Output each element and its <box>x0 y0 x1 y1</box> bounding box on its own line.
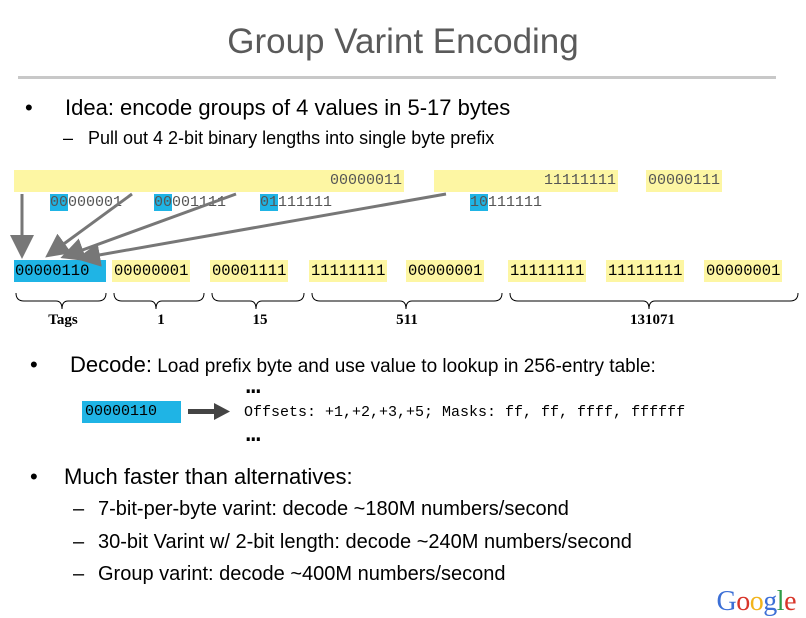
label-tags: Tags <box>48 312 78 328</box>
encoded-byte: 11111111 <box>309 260 388 282</box>
value-4-byte-2: 11111111 <box>542 170 619 192</box>
value-3-byte-2: 00000011 <box>328 170 405 192</box>
bullet-idea: • Idea: encode groups of 4 values in 5-17… <box>25 95 511 120</box>
sub-bullet-prefix: – Pull out 4 2-bit binary lengths into si… <box>63 128 495 148</box>
ellipsis-bottom: … <box>246 422 261 449</box>
value-2-rest: 001111 <box>172 194 227 211</box>
bullet-idea-text: Idea: encode groups of 4 values in 5-17 … <box>65 95 511 120</box>
encoded-byte: 11111111 <box>606 260 685 282</box>
sub-bullet-group: – Group varint: decode ~400M numbers/seco… <box>73 563 506 585</box>
value-3-tag: 01 <box>260 194 279 211</box>
decode-prefix-byte: 00000110 <box>82 401 181 423</box>
bullet-decode: • Decode: Load prefix byte and use value … <box>30 352 656 377</box>
sub-bullet-group-text: Group varint: decode ~400M numbers/secon… <box>98 563 506 585</box>
encoded-byte: 00000001 <box>112 260 191 282</box>
title-divider <box>18 76 776 79</box>
value-4-rest: 111111 <box>488 194 543 211</box>
sub-bullet-prefix-text: Pull out 4 2-bit binary lengths into sin… <box>88 128 495 148</box>
value-1-tag: 00 <box>50 194 69 211</box>
brace-tags <box>15 292 107 310</box>
bullet-faster: • Much faster than alternatives: <box>30 464 353 489</box>
arrow-tag-4 <box>76 192 447 267</box>
bullet-decode-label: Decode: <box>70 352 152 377</box>
value-1-bytes: 00000001 <box>14 170 123 211</box>
bullet-decode-text: Load prefix byte and use value to lookup… <box>151 356 656 377</box>
value-2-bytes: 00001111 <box>118 170 227 211</box>
value-2-tag: 00 <box>154 194 173 211</box>
sub-bullet-7bit: –7-bit-per-byte varint: decode ~180M num… <box>73 498 569 520</box>
arrow-tag-2 <box>45 192 133 258</box>
ellipsis-top: … <box>246 374 261 401</box>
brace-131071 <box>509 292 799 310</box>
brace-511 <box>311 292 503 310</box>
encoded-byte: 00001111 <box>210 260 289 282</box>
label-value-131071: 131071 <box>630 312 675 328</box>
label-value-1: 1 <box>157 312 165 328</box>
sub-bullet-30bit-text: 30-bit Varint w/ 2-bit length: decode ~2… <box>98 531 632 553</box>
label-value-15: 15 <box>252 312 268 328</box>
offsets-masks-text: Offsets: +1,+2,+3,+5; Masks: ff, ff, fff… <box>244 404 686 421</box>
value-4-tag: 10 <box>470 194 489 211</box>
label-value-511: 511 <box>396 312 418 328</box>
value-3-rest: 111111 <box>278 194 333 211</box>
value-1-rest: 000001 <box>68 194 123 211</box>
sub-bullet-7bit-text: 7-bit-per-byte varint: decode ~180M numb… <box>98 498 569 520</box>
value-4-byte-3: 00000111 <box>646 170 723 192</box>
encoded-byte: 00000001 <box>704 260 783 282</box>
encoded-byte: 00000001 <box>406 260 485 282</box>
brace-1 <box>113 292 205 310</box>
brace-15 <box>211 292 305 310</box>
encoded-byte: 11111111 <box>508 260 587 282</box>
bullet-faster-text: Much faster than alternatives: <box>64 464 353 489</box>
sub-bullet-30bit: –30-bit Varint w/ 2-bit length: decode ~… <box>73 531 632 553</box>
value-4-byte-1: 10111111 <box>434 170 543 211</box>
slide-title: Group Varint Encoding <box>227 22 579 61</box>
value-3-byte-1: 01111111 <box>224 170 333 211</box>
google-logo: Google <box>716 586 797 617</box>
